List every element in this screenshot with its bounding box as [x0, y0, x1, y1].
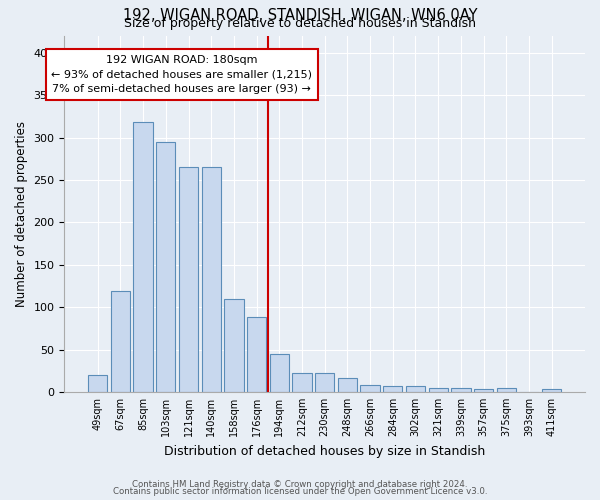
Bar: [202, 168, 221, 392]
Bar: [88, 375, 107, 392]
Bar: [406, 386, 425, 392]
Bar: [224, 298, 244, 392]
Bar: [497, 388, 516, 392]
Text: Size of property relative to detached houses in Standish: Size of property relative to detached ho…: [124, 18, 476, 30]
Bar: [133, 122, 153, 392]
Bar: [292, 374, 311, 392]
Bar: [111, 291, 130, 392]
Text: 192 WIGAN ROAD: 180sqm
← 93% of detached houses are smaller (1,215)
7% of semi-d: 192 WIGAN ROAD: 180sqm ← 93% of detached…: [51, 54, 312, 94]
Bar: [156, 142, 175, 392]
Bar: [179, 168, 198, 392]
X-axis label: Distribution of detached houses by size in Standish: Distribution of detached houses by size …: [164, 444, 485, 458]
Bar: [383, 386, 403, 392]
Bar: [428, 388, 448, 392]
Bar: [474, 388, 493, 392]
Text: Contains HM Land Registry data © Crown copyright and database right 2024.: Contains HM Land Registry data © Crown c…: [132, 480, 468, 489]
Bar: [247, 318, 266, 392]
Bar: [451, 388, 470, 392]
Bar: [269, 354, 289, 392]
Text: 192, WIGAN ROAD, STANDISH, WIGAN, WN6 0AY: 192, WIGAN ROAD, STANDISH, WIGAN, WN6 0A…: [123, 8, 477, 22]
Bar: [542, 388, 562, 392]
Bar: [338, 378, 357, 392]
Bar: [361, 385, 380, 392]
Bar: [315, 374, 334, 392]
Y-axis label: Number of detached properties: Number of detached properties: [15, 121, 28, 307]
Text: Contains public sector information licensed under the Open Government Licence v3: Contains public sector information licen…: [113, 487, 487, 496]
